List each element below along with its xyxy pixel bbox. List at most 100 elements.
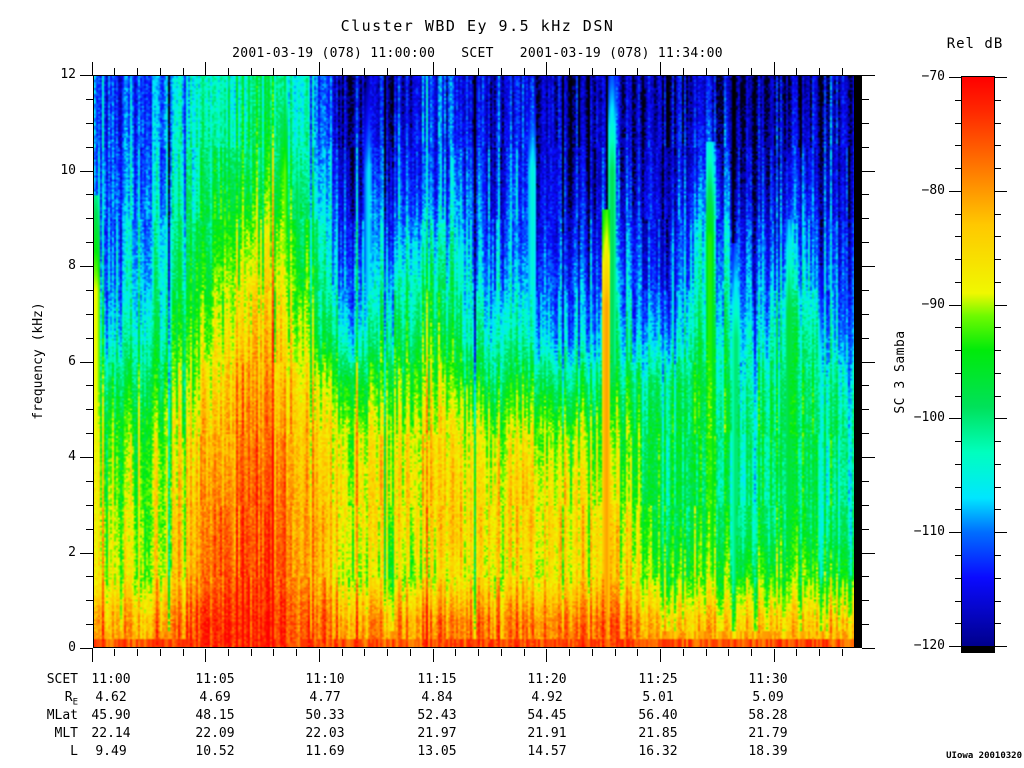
y-major-tick — [80, 170, 93, 172]
x-major-tick — [773, 62, 775, 75]
y-minor-tick — [86, 194, 93, 196]
y-tick-label: 12 — [60, 67, 76, 82]
x-tick-label: 11:05 — [195, 672, 235, 687]
ephemeris-value: 4.92 — [531, 690, 563, 705]
colorbar-minor-tick — [955, 577, 961, 579]
x-minor-tick — [523, 649, 525, 656]
x-minor-tick — [227, 649, 229, 656]
x-minor-tick — [819, 68, 821, 75]
y-tick-label: 10 — [60, 163, 76, 178]
x-minor-tick — [569, 68, 570, 75]
y-minor-tick — [862, 289, 869, 291]
ephemeris-value: 52.43 — [417, 708, 457, 723]
colorbar-gradient — [962, 77, 994, 646]
ephemeris-row-label: SCET — [46, 672, 78, 687]
y-major-tick — [862, 552, 875, 554]
x-minor-tick — [137, 649, 138, 656]
colorbar-minor-tick — [955, 99, 961, 101]
subtitle-end-time: 2001-03-19 (078) 11:34:00 — [519, 46, 723, 61]
x-minor-tick — [387, 649, 389, 656]
colorbar-minor-tick — [955, 623, 961, 625]
ephemeris-row-label: L — [70, 744, 78, 759]
colorbar-tick-label: −80 — [921, 183, 945, 198]
colorbar-tick-label: −110 — [913, 524, 945, 539]
colorbar-major-tick — [949, 190, 961, 192]
colorbar-tick-label: −90 — [921, 297, 945, 312]
x-major-tick — [318, 649, 320, 662]
x-minor-tick — [614, 649, 616, 656]
ephemeris-value: 21.85 — [638, 726, 678, 741]
x-minor-tick — [841, 649, 843, 656]
plot-title: Cluster WBD Ey 9.5 kHz DSN — [340, 17, 615, 35]
ephemeris-value: 4.84 — [421, 690, 453, 705]
ephemeris-value: 48.15 — [195, 708, 235, 723]
y-minor-tick — [86, 576, 93, 578]
y-minor-tick — [862, 313, 869, 315]
x-minor-tick — [682, 68, 684, 75]
x-minor-tick — [114, 68, 116, 75]
colorbar-major-tick — [995, 532, 1007, 534]
colorbar-minor-tick — [995, 168, 1001, 169]
y-minor-tick — [86, 218, 93, 220]
x-major-tick — [432, 62, 434, 75]
y-minor-tick — [862, 385, 869, 387]
x-minor-tick — [341, 68, 343, 75]
x-minor-tick — [364, 649, 366, 656]
x-major-tick — [205, 649, 207, 662]
colorbar-minor-tick — [995, 509, 1001, 511]
plot-subtitle: 2001-03-19 (078) 11:00:00 SCET 2001-03-19 … — [93, 46, 862, 61]
no-data-band — [854, 76, 861, 647]
ephemeris-value: 21.79 — [748, 726, 788, 741]
x-minor-tick — [637, 68, 639, 75]
x-minor-tick — [364, 68, 366, 75]
y-major-tick — [862, 266, 875, 267]
x-minor-tick — [478, 649, 480, 656]
x-minor-tick — [296, 68, 298, 75]
colorbar-title: Rel dB — [946, 36, 1004, 52]
colorbar-minor-tick — [955, 168, 961, 169]
subtitle-scet-label: SCET — [461, 46, 494, 61]
x-minor-tick — [387, 68, 389, 75]
x-minor-tick — [728, 649, 730, 656]
colorbar-minor-tick — [995, 395, 1001, 397]
y-minor-tick — [86, 242, 93, 244]
spacecraft-label: SC 3 Samba — [893, 330, 908, 414]
x-tick-label: 11:25 — [638, 672, 678, 687]
x-minor-tick — [751, 68, 752, 75]
colorbar-minor-tick — [995, 486, 1001, 488]
colorbar-major-tick — [995, 304, 1007, 306]
colorbar-minor-tick — [955, 486, 961, 488]
x-minor-tick — [751, 649, 752, 656]
x-minor-tick — [296, 649, 298, 656]
x-tick-label: 11:00 — [91, 672, 131, 687]
y-minor-tick — [86, 504, 93, 506]
y-minor-tick — [86, 600, 93, 602]
x-minor-tick — [159, 649, 161, 656]
y-minor-tick — [86, 98, 93, 100]
colorbar-tick-label: −70 — [921, 69, 945, 84]
colorbar-major-tick — [949, 418, 961, 420]
ephemeris-value: 5.01 — [642, 690, 674, 705]
y-tick-label: 4 — [68, 449, 76, 464]
plot-area — [93, 75, 862, 648]
y-minor-tick — [862, 480, 869, 482]
ephemeris-value: 9.49 — [95, 744, 127, 759]
x-minor-tick — [523, 68, 525, 75]
x-tick-label: 11:30 — [748, 672, 788, 687]
x-minor-tick — [455, 68, 457, 75]
colorbar-major-tick — [995, 77, 1007, 78]
ephemeris-value: 4.69 — [199, 690, 231, 705]
x-minor-tick — [273, 68, 275, 75]
colorbar-major-tick — [949, 646, 961, 647]
x-major-tick — [546, 62, 548, 75]
colorbar-minor-tick — [995, 555, 1001, 556]
colorbar-minor-tick — [995, 99, 1001, 101]
x-minor-tick — [705, 649, 707, 656]
x-minor-tick — [250, 68, 252, 75]
x-minor-tick — [478, 68, 480, 75]
x-minor-tick — [796, 649, 798, 656]
spectrogram-canvas — [94, 76, 856, 647]
ephemeris-value: 13.05 — [417, 744, 457, 759]
ephemeris-row-label: RE — [64, 690, 78, 708]
